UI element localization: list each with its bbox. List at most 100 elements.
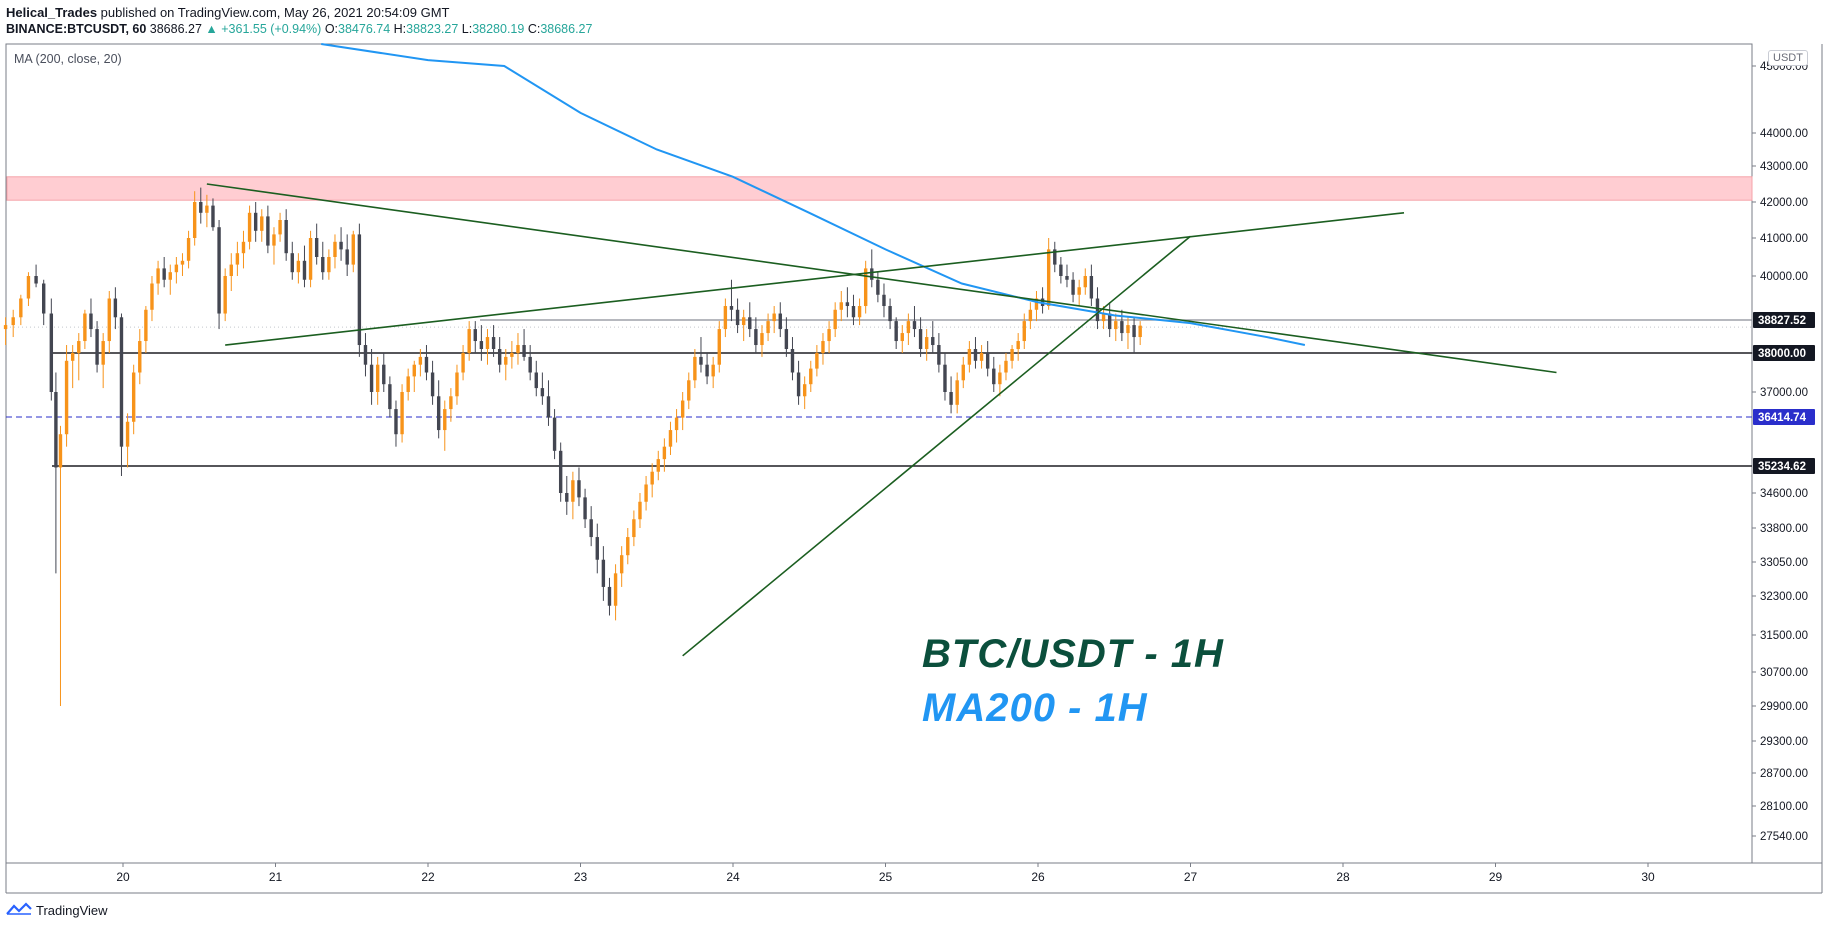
candle-body[interactable] — [1053, 249, 1057, 265]
candle-body[interactable] — [412, 364, 416, 377]
candle-body[interactable] — [638, 501, 642, 520]
candle-body[interactable] — [552, 417, 557, 451]
candle-body[interactable] — [1101, 313, 1106, 322]
candle-body[interactable] — [534, 372, 538, 389]
candle-body[interactable] — [199, 202, 203, 213]
candle-body[interactable] — [272, 234, 276, 246]
candle-body[interactable] — [589, 519, 593, 538]
candle-body[interactable] — [577, 480, 581, 498]
candle-body[interactable] — [77, 341, 81, 353]
candle-body[interactable] — [674, 417, 679, 431]
author-name[interactable]: Helical_Trades — [6, 5, 98, 20]
plot-area[interactable] — [5, 43, 1753, 864]
candle-body[interactable] — [821, 341, 825, 353]
candle-body[interactable] — [296, 260, 301, 273]
candle-body[interactable] — [717, 329, 721, 365]
trendline[interactable] — [225, 212, 1405, 346]
candle-body[interactable] — [510, 353, 514, 357]
symbol-name[interactable]: BINANCE:BTCUSDT, 60 — [6, 22, 147, 36]
candle-body[interactable] — [168, 272, 172, 280]
candle-body[interactable] — [906, 321, 911, 334]
candle-body[interactable] — [967, 349, 972, 365]
candle-body[interactable] — [186, 238, 191, 261]
candle-body[interactable] — [26, 276, 31, 299]
candle-body[interactable] — [778, 313, 782, 330]
candle-body[interactable] — [388, 384, 392, 410]
candle-body[interactable] — [931, 337, 935, 346]
candle-body[interactable] — [546, 396, 551, 418]
candle-body[interactable] — [241, 241, 246, 254]
candle-body[interactable] — [131, 372, 136, 422]
candle-body[interactable] — [1034, 298, 1039, 310]
candle-body[interactable] — [802, 384, 807, 397]
candle-body[interactable] — [522, 345, 526, 357]
candle-body[interactable] — [754, 329, 758, 346]
candle-body[interactable] — [308, 238, 313, 280]
candle-body[interactable] — [1016, 341, 1020, 350]
trendline[interactable] — [682, 235, 1192, 657]
candle-body[interactable] — [845, 302, 850, 307]
candle-body[interactable] — [363, 345, 368, 365]
candle-body[interactable] — [1095, 298, 1100, 322]
candle-body[interactable] — [302, 260, 307, 280]
candle-body[interactable] — [345, 249, 349, 265]
candle-body[interactable] — [912, 321, 917, 330]
candle-body[interactable] — [479, 341, 484, 350]
candle-body[interactable] — [3, 325, 8, 330]
candle-body[interactable] — [711, 364, 715, 377]
candle-body[interactable] — [1132, 325, 1136, 338]
candle-body[interactable] — [64, 360, 69, 435]
candle-body[interactable] — [595, 537, 599, 560]
candle-body[interactable] — [162, 268, 166, 280]
candle-body[interactable] — [815, 353, 819, 369]
candle-body[interactable] — [418, 356, 423, 365]
candle-body[interactable] — [955, 380, 959, 405]
candle-body[interactable] — [430, 372, 435, 397]
candle-body[interactable] — [49, 313, 54, 392]
candle-body[interactable] — [229, 264, 233, 276]
candle-body[interactable] — [888, 306, 892, 322]
candle-body[interactable] — [735, 309, 740, 326]
candle-body[interactable] — [894, 321, 898, 342]
candle-body[interactable] — [83, 313, 87, 342]
resistance-zone[interactable] — [6, 176, 1753, 201]
candle-body[interactable] — [632, 519, 636, 538]
candle-body[interactable] — [394, 409, 398, 435]
candle-body[interactable] — [571, 480, 575, 502]
candle-body[interactable] — [101, 341, 105, 365]
candle-body[interactable] — [876, 279, 880, 295]
candle-body[interactable] — [278, 220, 282, 235]
candle-body[interactable] — [290, 253, 294, 273]
candle-body[interactable] — [382, 364, 386, 385]
candle-body[interactable] — [34, 276, 38, 284]
candle-body[interactable] — [424, 356, 429, 373]
price-label-tag[interactable] — [1753, 409, 1815, 425]
candle-body[interactable] — [949, 392, 953, 405]
candle-body[interactable] — [644, 484, 648, 502]
candle-body[interactable] — [1114, 321, 1118, 330]
candle-body[interactable] — [870, 268, 874, 280]
candle-body[interactable] — [11, 317, 15, 326]
candle-body[interactable] — [351, 234, 355, 265]
candle-body[interactable] — [217, 227, 221, 314]
candle-body[interactable] — [42, 283, 46, 314]
unit-badge[interactable]: USDT — [1768, 50, 1808, 66]
candle-body[interactable] — [192, 202, 197, 238]
candle-body[interactable] — [943, 364, 947, 392]
candle-body[interactable] — [650, 471, 654, 485]
candle-body[interactable] — [1077, 287, 1081, 295]
candle-body[interactable] — [497, 349, 502, 365]
candle-body[interactable] — [900, 333, 904, 342]
candle-body[interactable] — [455, 372, 459, 397]
candle-body[interactable] — [485, 337, 490, 350]
candle-body[interactable] — [1004, 360, 1008, 373]
candle-body[interactable] — [796, 372, 801, 397]
candle-body[interactable] — [998, 372, 1002, 385]
candle-body[interactable] — [565, 493, 569, 502]
candle-body[interactable] — [992, 368, 996, 385]
candle-body[interactable] — [150, 283, 154, 310]
candle-body[interactable] — [1120, 321, 1124, 334]
candle-body[interactable] — [985, 353, 990, 369]
candle-body[interactable] — [516, 345, 520, 353]
candle-body[interactable] — [58, 434, 63, 468]
